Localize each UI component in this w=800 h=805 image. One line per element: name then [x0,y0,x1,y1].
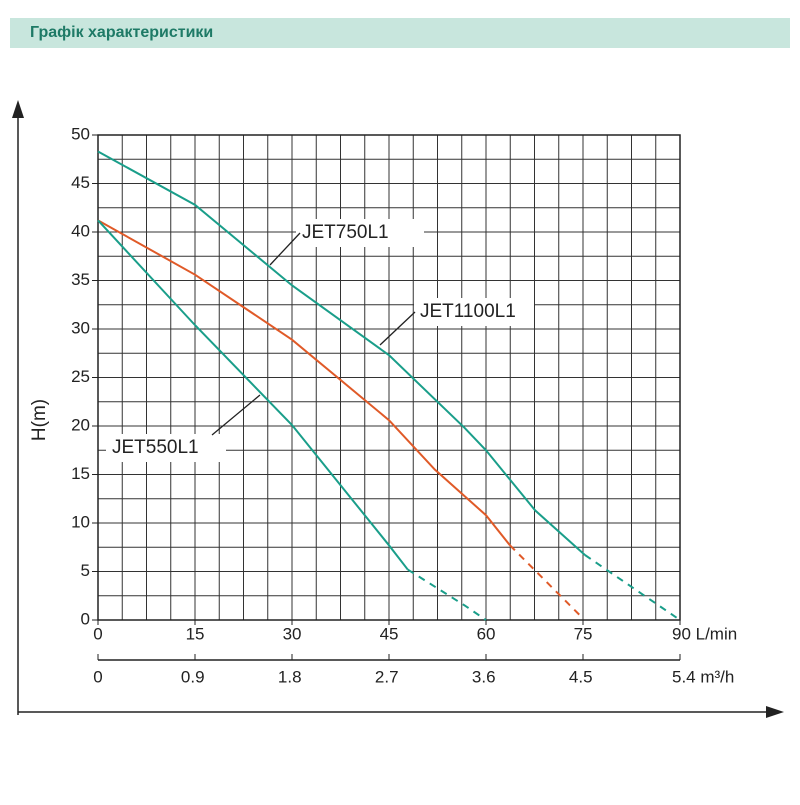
label-bg [106,434,226,462]
leader-line [211,394,261,436]
y-tick-label: 25 [71,367,90,386]
x-tick-label: 45 [380,624,399,643]
x-tick-label: 60 [477,624,496,643]
curve-dashed [407,568,487,621]
series-label: JET550L1 [112,437,199,458]
arrow-head [766,706,784,718]
y-tick-label: 50 [71,124,90,143]
y-tick-label: 15 [71,464,90,483]
series-label: JET750L1 [302,222,389,243]
x-tick-label: 15 [186,624,205,643]
y-tick-label: 10 [71,512,90,531]
header-title: Графік характеристики [30,24,213,41]
curve-dashed [509,544,581,616]
y-tick-label: 35 [71,270,90,289]
x-tick-label: 30 [283,624,302,643]
x2-tick-label: 2.7 [375,667,399,686]
x2-tick-label: 4.5 [569,667,593,686]
x-tick-label: 75 [574,624,593,643]
series-label: JET1100L1 [420,301,516,322]
leader-line [379,311,416,346]
curve [97,150,586,556]
y-tick-label: 40 [71,221,90,240]
x2-tick-label: 3.6 [472,667,496,686]
curve [97,219,409,571]
x-tick-label: 90 L/min [672,624,737,643]
header-bar [10,18,790,48]
x2-tick-label: 0.9 [181,667,205,686]
y-axis-label: H(m) [29,399,50,441]
y-tick-label: 20 [71,415,90,434]
y-tick-label: 0 [81,609,90,628]
label-bg [296,219,424,247]
curve-dashed [584,554,681,621]
arrow-head [12,100,24,118]
label-bg [414,298,534,326]
x2-tick-label: 5.4 m³/h [672,667,734,686]
x2-tick-label: 1.8 [278,667,302,686]
y-tick-label: 45 [71,173,90,192]
curve [97,219,511,546]
x-tick-label: 0 [93,624,102,643]
y-tick-label: 5 [81,561,90,580]
x2-tick-label: 0 [93,667,102,686]
y-tick-label: 30 [71,318,90,337]
leader-line [269,232,301,266]
